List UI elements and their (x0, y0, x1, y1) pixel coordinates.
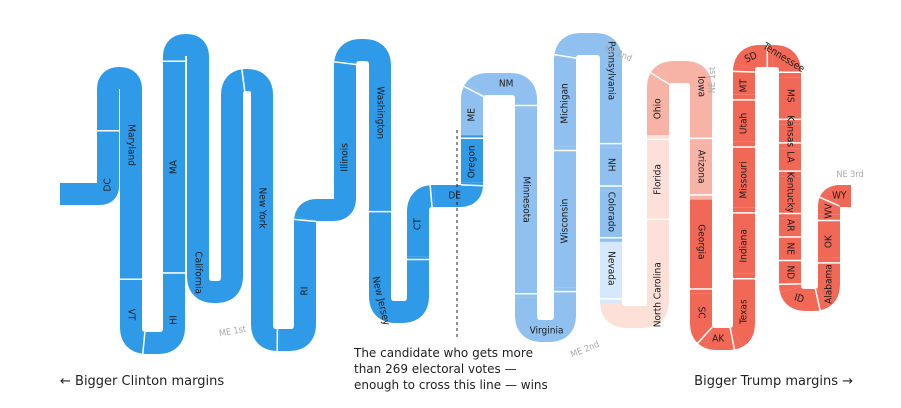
state-label: HI (169, 315, 180, 324)
segment-divider (461, 185, 483, 186)
state-label: VT (126, 309, 137, 321)
state-label: Florida (653, 164, 664, 195)
state-label: WV (824, 203, 835, 219)
district-note: NE 3rd (836, 170, 863, 180)
state-label: MT (739, 79, 750, 93)
state-label: Minnesota (521, 176, 532, 222)
state-label: RI (300, 287, 311, 296)
state-label: ND (785, 265, 796, 279)
state-label: Wisconsin (560, 199, 571, 244)
state-label: Alabama (823, 264, 834, 304)
state-label: Missouri (739, 161, 750, 198)
state-label: DC (103, 178, 114, 191)
state-label: CT (413, 218, 424, 230)
state-label: SC (696, 307, 707, 319)
state-label: LA (785, 151, 796, 163)
district-note: ME 2nd (569, 340, 601, 361)
clinton-axis-label: ← Bigger Clinton margins (60, 374, 224, 389)
state-label: OK (824, 234, 835, 248)
district-note: ME 1st (218, 325, 247, 340)
state-label: Ohio (653, 98, 664, 119)
state-label: Illinois (340, 143, 351, 172)
state-label: WY (832, 190, 847, 201)
state-label: NH (606, 158, 617, 172)
state-label: Georgia (696, 224, 707, 259)
district-note: NE 1st (708, 67, 718, 93)
segment-divider (733, 71, 755, 72)
state-label: DE (448, 191, 461, 202)
state-label: Texas (739, 299, 750, 325)
state-label: Michigan (560, 83, 571, 123)
state-label: Utah (739, 113, 750, 134)
state-label: AK (712, 334, 725, 345)
state-label: MA (169, 159, 180, 174)
state-label: Maryland (126, 124, 137, 166)
trump-axis-label: Bigger Trump margins → (694, 374, 853, 389)
state-label: Iowa (695, 76, 707, 97)
state-label: Kansas (785, 115, 796, 147)
state-label: Colorado (606, 192, 617, 233)
state-label: Virginia (530, 326, 564, 337)
state-label: ME (467, 108, 478, 122)
threshold-caption: The candidate who gets more than 269 ele… (354, 345, 554, 393)
state-label: Washington (375, 86, 386, 139)
state-label: Nevada (606, 251, 617, 285)
state-label: Oregon (467, 145, 478, 178)
state-label: New York (257, 188, 268, 230)
state-label: MS (785, 89, 796, 103)
state-label: Kentucky (785, 172, 796, 214)
state-label: Arizona (696, 150, 707, 184)
state-label: California (193, 251, 204, 294)
state-label: NE (785, 243, 796, 256)
state-label: North Carolina (653, 262, 664, 327)
state-label: AR (785, 219, 796, 231)
state-label: NM (499, 79, 514, 90)
state-label: Indiana (739, 229, 750, 262)
